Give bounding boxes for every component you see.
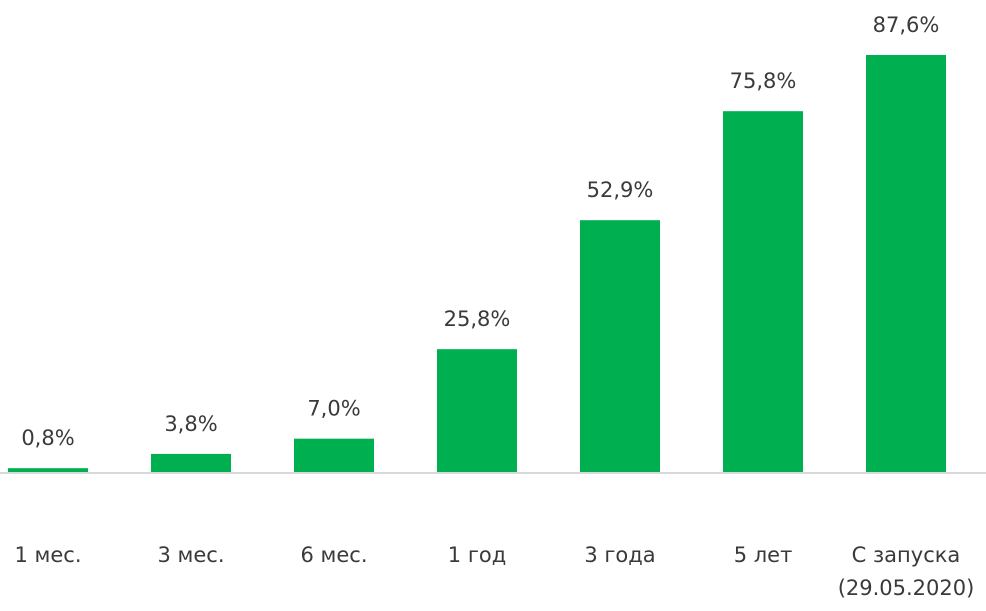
x-tick-label: 1 мес. xyxy=(14,543,81,567)
data-label: 3,8% xyxy=(164,412,217,436)
x-tick-label: С запуска (29.05.2020) xyxy=(838,543,975,600)
x-tick-label: 3 мес. xyxy=(157,543,224,567)
data-label: 52,9% xyxy=(587,178,654,202)
bar xyxy=(723,111,803,472)
bar xyxy=(151,453,231,472)
x-tick-label: 1 год xyxy=(448,543,506,567)
bar xyxy=(580,220,660,472)
bar xyxy=(866,55,946,472)
x-tick-label: 6 мес. xyxy=(300,543,367,567)
data-label: 87,6% xyxy=(873,13,940,37)
bar xyxy=(8,468,88,472)
x-tick-label: 3 года xyxy=(584,543,655,567)
data-label: 0,8% xyxy=(21,426,74,450)
x-tick-label: 5 лет xyxy=(734,543,793,567)
bar xyxy=(294,438,374,472)
data-label: 75,8% xyxy=(730,69,797,93)
bar xyxy=(437,349,517,472)
data-label: 7,0% xyxy=(307,397,360,421)
data-label: 25,8% xyxy=(444,307,511,331)
